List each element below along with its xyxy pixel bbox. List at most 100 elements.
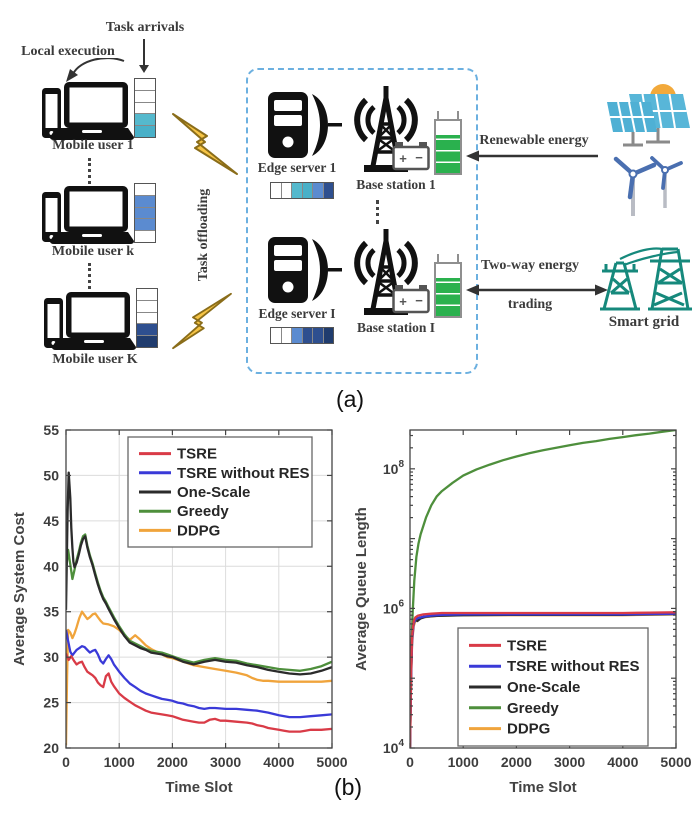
series-greedy xyxy=(410,430,676,748)
legend-entry-label: One-Scale xyxy=(507,679,580,696)
series-ddpg xyxy=(66,610,332,746)
energy-level-fill xyxy=(436,134,460,173)
svg-text:−: − xyxy=(415,293,423,308)
mobile-user-1-device-icon xyxy=(42,82,134,140)
y-tick-label: 55 xyxy=(43,422,59,438)
y-tick-label: 108 xyxy=(383,459,405,477)
series-one-scale xyxy=(66,471,332,676)
y-tick-label: 40 xyxy=(43,558,59,574)
panel-b-label: (b) xyxy=(333,774,363,800)
base-station-I-label: Base station I xyxy=(356,320,435,335)
legend-entry-label: TSRE xyxy=(177,446,217,463)
series-tsre xyxy=(66,653,332,733)
battery-1-icon: + − xyxy=(392,142,430,171)
y-axis-label: Average System Cost xyxy=(11,512,28,666)
axis-tick-labels: 0 1000 2000 3000 4000 5000 20 25 30 35 40 45 50 55 xyxy=(43,422,347,770)
legend: TSRE TSRE without RES One-Scale Greedy DDPG xyxy=(127,436,313,548)
edge-server-1-label: Edge server 1 xyxy=(257,160,337,175)
y-axis-label: Average Queue Length xyxy=(353,507,370,671)
local-execution-curved-arrow xyxy=(66,58,125,82)
base-station-1-icon xyxy=(354,86,418,172)
series-tsre xyxy=(410,611,676,748)
legend-entry-label: Greedy xyxy=(177,503,229,520)
x-tick-label: 5000 xyxy=(316,754,347,770)
energy-storage-bar-1 xyxy=(434,111,462,175)
chart-average-system-cost: 0 1000 2000 3000 4000 5000 20 25 30 35 40 45 50 55 Tim… xyxy=(10,418,350,810)
renewable-energy-arrow xyxy=(466,150,598,162)
wind-turbine-icon xyxy=(613,156,683,216)
energy-storage-bar-I xyxy=(434,254,462,318)
edge-server-I-queue xyxy=(270,327,334,344)
lightning-bolt-icon xyxy=(172,113,238,175)
edge-server-I-label: Edge server I xyxy=(258,306,336,321)
y-tick-label: 35 xyxy=(43,604,59,620)
series-tsre-without-res xyxy=(66,629,332,719)
x-axis-label: Time Slot xyxy=(165,779,232,796)
x-tick-label: 3000 xyxy=(210,754,241,770)
mobile-user-k-label: Mobile user k xyxy=(51,244,135,259)
servers-ellipsis-icon xyxy=(376,200,379,224)
legend-entry-label: Greedy xyxy=(507,700,559,717)
lightning-bolt-2-icon xyxy=(172,292,232,350)
system-cost-plot: 0 1000 2000 3000 4000 5000 20 25 30 35 40 45 50 55 Tim… xyxy=(11,422,348,796)
edge-server-I-icon xyxy=(268,237,342,303)
plot-border xyxy=(409,429,677,749)
x-tick-label: 5000 xyxy=(660,754,691,770)
solar-panel-icon xyxy=(607,84,690,147)
legend-entry-label: DDPG xyxy=(177,522,220,539)
mobile-user-1-label: Mobile user 1 xyxy=(52,138,134,153)
mobile-user-k-device-icon xyxy=(42,186,134,244)
edge-server-1-queue xyxy=(270,182,334,199)
x-tick-label: 2000 xyxy=(157,754,188,770)
y-tick-label: 30 xyxy=(43,649,59,665)
battery-I-icon: + − xyxy=(392,285,430,314)
task-offloading-label: Task offloading xyxy=(196,188,211,282)
plot-border xyxy=(65,429,333,749)
mobile-user-K-task-queue xyxy=(136,288,158,348)
series-group xyxy=(410,430,676,748)
task-arrivals-arrow xyxy=(139,39,149,73)
edge-server-1-icon xyxy=(268,92,342,158)
svg-text:+: + xyxy=(399,294,407,309)
y-tick-label: 106 xyxy=(383,598,405,616)
legend-entry-label: One-Scale xyxy=(177,484,250,501)
y-tick-label: 104 xyxy=(383,738,405,756)
x-tick-label: 2000 xyxy=(501,754,532,770)
svg-text:+: + xyxy=(399,151,407,166)
x-tick-label: 1000 xyxy=(104,754,135,770)
smart-grid-label: Smart grid xyxy=(608,314,680,330)
energy-level-fill xyxy=(436,277,460,316)
x-tick-label: 0 xyxy=(406,754,414,770)
series-group xyxy=(66,471,332,746)
axis-ticks xyxy=(409,430,677,749)
x-tick-label: 3000 xyxy=(554,754,585,770)
legend: TSRE TSRE without RES One-Scale Greedy DDPG xyxy=(457,627,649,747)
legend-entry-label: DDPG xyxy=(507,721,550,738)
x-tick-label: 0 xyxy=(62,754,70,770)
y-tick-label: 45 xyxy=(43,513,59,529)
legend-entry-label: TSRE without RES xyxy=(507,658,640,675)
panel-a-label: (a) xyxy=(335,386,365,412)
edge-system-dashed-box xyxy=(246,68,478,374)
mobile-user-1-task-queue xyxy=(134,78,156,138)
base-station-1-label: Base station 1 xyxy=(356,177,436,192)
queue-length-plot: 0 1000 2000 3000 4000 5000 104 106 108 Time Slot A… xyxy=(353,429,692,796)
local-execution-label: Local execution xyxy=(21,44,115,59)
chart-average-queue-length: 0 1000 2000 3000 4000 5000 104 106 108 Time Slot A… xyxy=(352,418,692,810)
mobile-user-k-task-queue xyxy=(134,183,156,243)
two-way-trading-arrow xyxy=(466,284,608,296)
svg-text:−: − xyxy=(415,150,423,165)
trading-label: trading xyxy=(507,297,553,312)
y-tick-label: 50 xyxy=(43,467,59,483)
users-ellipsis-icon xyxy=(88,158,91,184)
two-way-energy-label: Two-way energy xyxy=(480,258,580,273)
x-tick-label: 4000 xyxy=(263,754,294,770)
base-station-I-icon xyxy=(354,229,418,315)
task-arrivals-label: Task arrivals xyxy=(105,20,185,35)
x-axis-label: Time Slot xyxy=(509,779,576,796)
y-tick-label: 20 xyxy=(43,740,59,756)
x-tick-label: 1000 xyxy=(448,754,479,770)
mobile-user-K-device-icon xyxy=(44,292,136,350)
axis-ticks xyxy=(65,429,333,749)
